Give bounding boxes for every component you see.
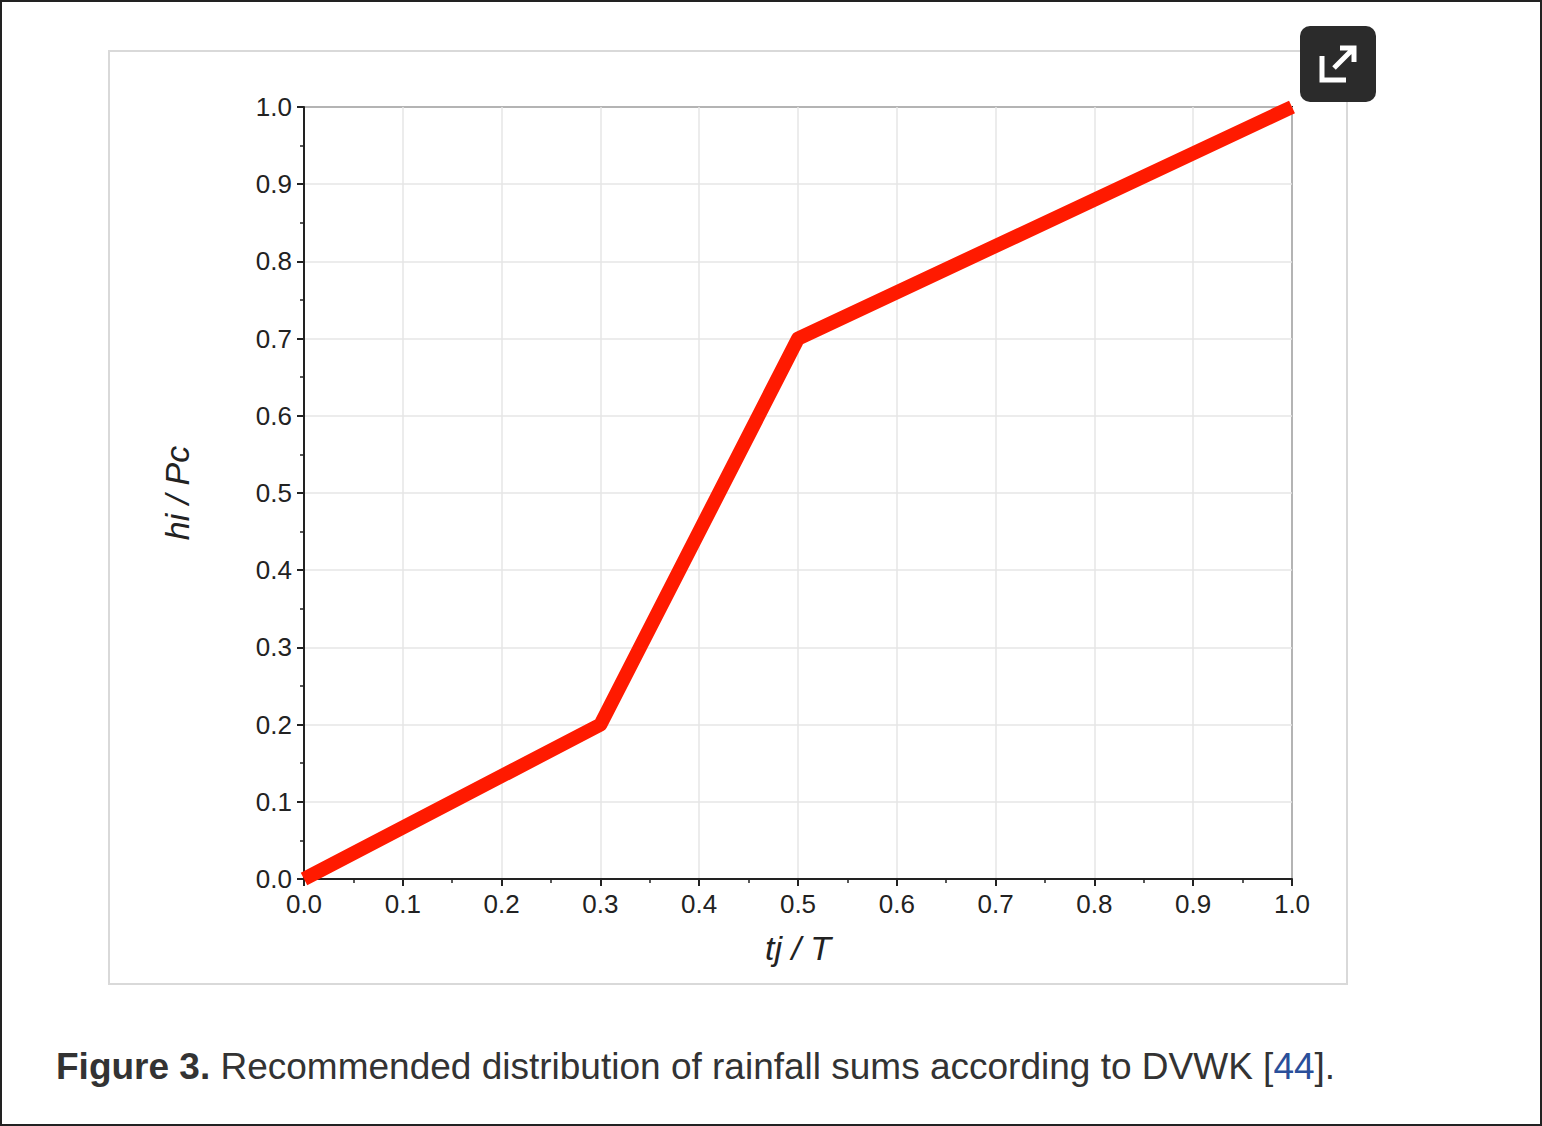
svg-text:0.9: 0.9 <box>256 169 292 199</box>
svg-text:0.3: 0.3 <box>582 889 618 919</box>
svg-text:0.1: 0.1 <box>256 787 292 817</box>
svg-text:0.4: 0.4 <box>256 555 292 585</box>
svg-text:0.7: 0.7 <box>256 324 292 354</box>
svg-text:0.5: 0.5 <box>780 889 816 919</box>
svg-text:0.0: 0.0 <box>255 864 292 894</box>
svg-text:0.3: 0.3 <box>256 632 292 662</box>
svg-text:0.6: 0.6 <box>256 401 292 431</box>
svg-text:tj / T: tj / T <box>765 929 833 967</box>
svg-text:0.9: 0.9 <box>1175 889 1211 919</box>
svg-text:0.8: 0.8 <box>1076 889 1112 919</box>
svg-text:0.2: 0.2 <box>484 889 520 919</box>
svg-text:0.1: 0.1 <box>385 889 421 919</box>
svg-text:0.5: 0.5 <box>256 478 292 508</box>
svg-text:0.7: 0.7 <box>978 889 1014 919</box>
html-text:Figure 3. Recommended distribu: Figure 3. Recommended distribution of ra… <box>56 1046 1336 1087</box>
svg-text:1.0: 1.0 <box>256 92 292 122</box>
svg-text:0.4: 0.4 <box>681 889 717 919</box>
svg-text:0.2: 0.2 <box>256 710 292 740</box>
svg-text:hi / Pc: hi / Pc <box>158 446 196 540</box>
svg-text:1.0: 1.0 <box>1274 889 1310 919</box>
svg-text:0.8: 0.8 <box>256 246 292 276</box>
svg-text:0.6: 0.6 <box>879 889 915 919</box>
svg-text:0.0: 0.0 <box>286 889 322 919</box>
